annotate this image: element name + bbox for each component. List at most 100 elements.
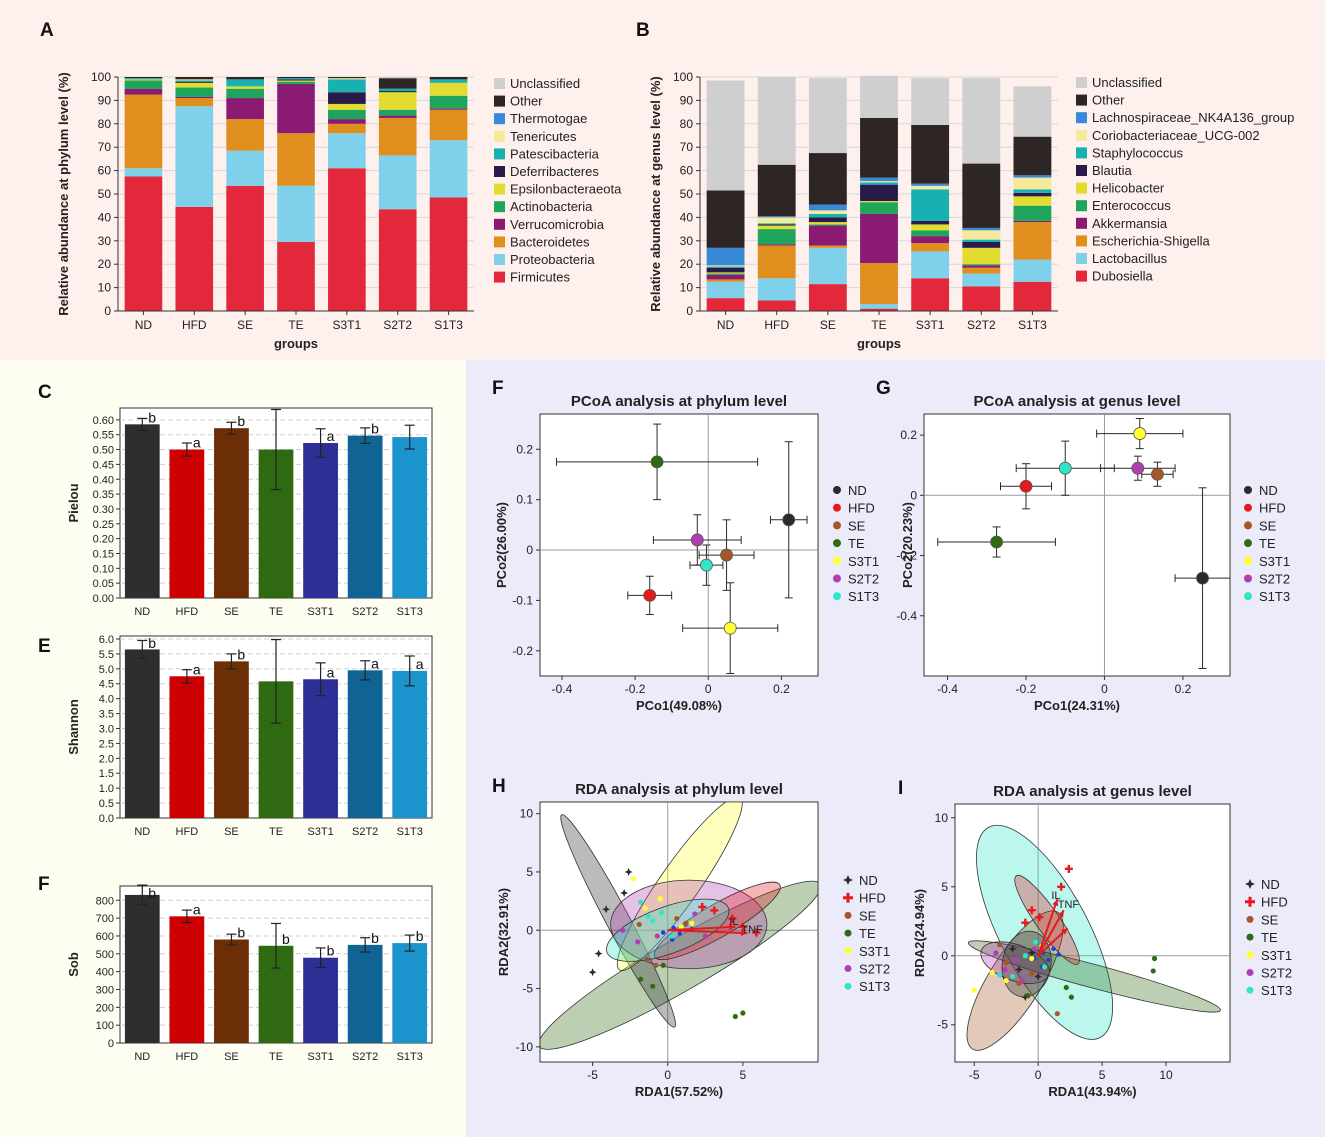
significance-letter: a — [193, 661, 201, 677]
bar-segment-deferribacteres — [175, 81, 214, 83]
x-tick-label: TE — [269, 1051, 283, 1063]
point-s1t3 — [1058, 461, 1072, 475]
bar-segment-other — [124, 77, 163, 79]
bar-segment-escherichia-shigella — [757, 245, 796, 279]
legend-label: S2T2 — [848, 572, 879, 587]
bar-segment-epsilonbacteraeota — [226, 86, 264, 89]
bar-segment-akkermansia — [911, 236, 950, 244]
legend-label: ND — [859, 873, 878, 888]
legend-label: S1T3 — [859, 979, 890, 994]
point-te — [1151, 955, 1158, 962]
significance-letter: b — [416, 928, 424, 944]
y-tick-label: 0.2 — [516, 442, 533, 456]
y-tick-label: -0.4 — [896, 609, 917, 623]
legend-swatch — [1076, 270, 1087, 282]
legend-marker — [1244, 539, 1252, 548]
point-s2t2 — [654, 933, 660, 939]
panel-A: A 0 10 20 30 40 50 60 70 80 90 100 ND HFD SE TE S3T1 S2T2… — [40, 20, 622, 351]
y-tick-label: 200 — [96, 1002, 114, 1014]
sample-dot — [661, 930, 666, 935]
bar-segment-akkermansia — [860, 213, 898, 264]
y-tick-label: 500 — [96, 949, 114, 961]
bar-segment-lachnospiraceae_nk4a136_group — [860, 177, 898, 182]
legend-marker — [1246, 915, 1254, 923]
point-te — [1150, 968, 1156, 974]
legend-label: Coriobacteriaceae_UCG-002 — [1092, 128, 1260, 143]
y-tick-label: 0.0 — [99, 813, 114, 825]
point-hfd — [1064, 864, 1073, 873]
bar-segment-staphylococcus — [911, 189, 950, 221]
x-tick-label: S2T2 — [383, 318, 412, 332]
legend-swatch — [494, 166, 505, 177]
vector-label: TNF — [1058, 899, 1080, 911]
legend-label: Other — [1092, 93, 1125, 108]
y-tick-label: 5.0 — [99, 664, 114, 676]
bar-segment-staphylococcus — [706, 266, 745, 268]
vector-arrowhead — [740, 929, 748, 936]
y-axis-label: Sob — [66, 952, 81, 977]
bar-segment-enterococcus — [860, 202, 898, 214]
legend-label: ND — [1259, 483, 1278, 498]
legend-swatch — [494, 201, 505, 213]
legend-label: Actinobacteria — [510, 199, 593, 214]
bar-segment-dubosiella — [860, 308, 898, 311]
bar-s2t2 — [347, 670, 383, 818]
point-s3t1 — [642, 905, 648, 911]
x-tick-label: TE — [871, 318, 886, 332]
y-axis-label: PCo2(26.00%) — [494, 502, 509, 588]
y-tick-label: -0.2 — [512, 644, 533, 658]
panel-E: E 0.0 0.5 1.0 1.5 2.0 2.5 3.0 3.5 4.0 4.5 5.0 5.5 6.0… — [38, 634, 433, 838]
y-tick-label: 800 — [96, 895, 114, 907]
significance-letter: b — [371, 421, 379, 437]
point-se — [683, 920, 689, 926]
bar-segment-epsilonbacteraeota — [124, 79, 163, 81]
sample-dot — [1046, 957, 1051, 963]
legend-swatch — [494, 254, 505, 265]
legend-marker — [1244, 486, 1252, 494]
legend-marker — [1244, 503, 1252, 512]
point-s2t2 — [692, 911, 698, 917]
y-tick-label: 0 — [910, 488, 917, 502]
bar-segment-verrucomicrobia — [124, 88, 163, 95]
bar-segment-unclassified — [757, 77, 796, 165]
bar-segment-staphylococcus — [808, 213, 847, 218]
y-axis-label: PCo2(20.23%) — [900, 502, 915, 588]
point-s3t1 — [678, 924, 684, 930]
significance-letter: b — [327, 943, 335, 959]
bar-segment-bacteroidetes — [277, 133, 315, 186]
x-tick-label: HFD — [176, 826, 199, 838]
x-tick-label: 0 — [664, 1068, 671, 1082]
chart-title: RDA analysis at genus level — [993, 783, 1192, 800]
bar-nd — [124, 649, 160, 818]
sample-dot — [677, 931, 682, 936]
x-tick-label: S1T3 — [397, 1051, 423, 1063]
legend-swatch — [494, 271, 505, 283]
legend-label: ND — [848, 483, 867, 498]
bar-segment-patescibacteria — [328, 79, 366, 93]
point-s1t3 — [669, 933, 675, 939]
ellipse-te — [540, 880, 818, 1050]
y-tick-label: 0 — [108, 1038, 114, 1050]
legend-swatch — [494, 236, 505, 248]
bar-segment-other — [911, 124, 950, 184]
legend-label: Unclassified — [1092, 75, 1162, 90]
bar-hfd — [169, 676, 205, 818]
legend-label: S3T1 — [1259, 554, 1290, 569]
point-se — [720, 548, 733, 562]
x-tick-label: ND — [134, 826, 150, 838]
bar-segment-lactobacillus — [1013, 259, 1052, 282]
legend-label: Staphylococcus — [1092, 145, 1184, 160]
bar-segment-other — [860, 117, 898, 178]
bar-segment-firmicutes — [328, 168, 366, 311]
legend-swatch — [494, 95, 505, 107]
bar-segment-dubosiella — [962, 286, 1001, 311]
bar-segment-epsilonbacteraeota — [429, 82, 468, 96]
plot-area — [937, 418, 1230, 669]
x-tick-label: 0.2 — [773, 682, 790, 696]
y-tick-label: 0.55 — [93, 430, 114, 442]
bar-segment-firmicutes — [277, 241, 315, 311]
y-tick-label: 2.5 — [99, 738, 114, 750]
bar-segment-dubosiella — [808, 284, 847, 311]
